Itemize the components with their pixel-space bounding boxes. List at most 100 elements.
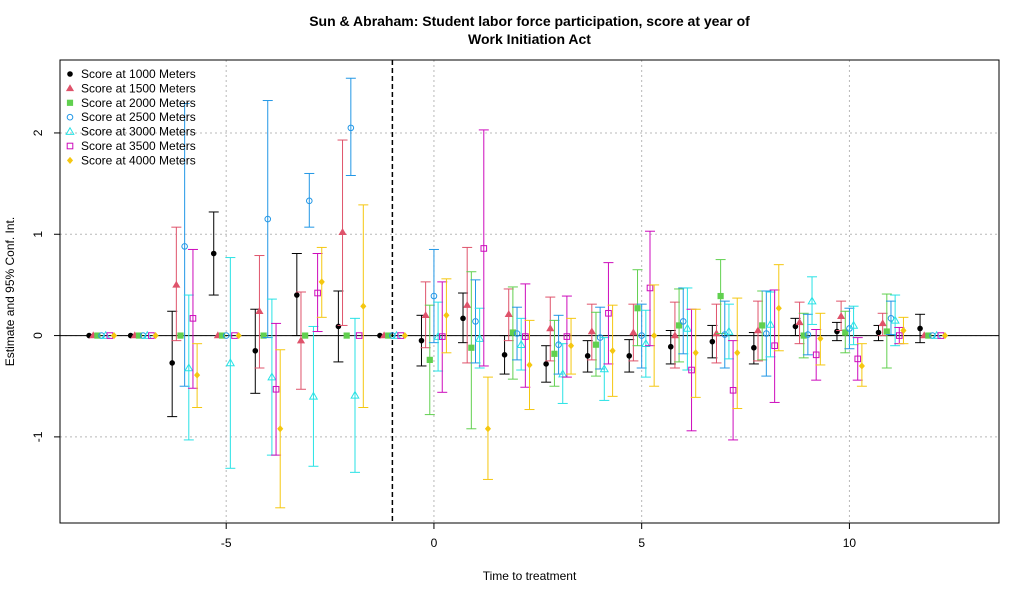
data-point: [513, 330, 521, 337]
legend-item: Score at 3000 Meters: [65, 125, 196, 139]
data-point: [401, 332, 408, 340]
data-point: [765, 319, 776, 328]
data-point: [509, 329, 516, 336]
data-point: [592, 341, 600, 348]
legend-item: Score at 1500 Meters: [65, 81, 196, 95]
data-point: [501, 352, 508, 358]
legend-label: Score at 2000 Meters: [81, 96, 196, 110]
data-point: [546, 324, 555, 332]
data-point: [460, 315, 466, 322]
data-point: [609, 347, 616, 355]
data-point: [526, 361, 533, 369]
data-point: [634, 305, 641, 312]
data-point: [355, 332, 363, 339]
data-point: [925, 332, 932, 339]
data-point: [878, 319, 887, 327]
data-point: [101, 330, 111, 339]
y-axis-label: Estimate and 95% Conf. Int.: [3, 217, 17, 366]
legend-item: Score at 2000 Meters: [66, 96, 196, 110]
data-point: [484, 425, 492, 433]
data-point: [468, 344, 475, 351]
series-layer: [86, 77, 949, 509]
data-point: [255, 307, 264, 314]
y-tick-label: 1: [31, 231, 45, 238]
data-point: [584, 353, 591, 359]
data-point: [629, 328, 638, 336]
data-point: [638, 332, 645, 339]
axes: -5 0 5 10 -1 0 1 2: [31, 129, 856, 550]
data-point: [883, 328, 890, 335]
chart-title-line-1: Sun & Abraham: Student labor force parti…: [309, 13, 750, 29]
data-point: [670, 331, 679, 339]
data-point: [210, 250, 217, 257]
data-point: [717, 292, 724, 300]
x-tick-label: 5: [638, 536, 645, 550]
data-point: [729, 386, 737, 394]
data-point: [169, 360, 175, 366]
data-point: [854, 355, 862, 363]
data-point: [771, 342, 778, 350]
legend-marker: [66, 142, 74, 150]
data-point: [890, 315, 900, 324]
data-point: [152, 332, 159, 340]
data-point: [587, 327, 596, 335]
data-point: [184, 363, 194, 372]
data-point: [318, 278, 325, 286]
legend-label: Score at 4000 Meters: [81, 153, 196, 167]
data-point: [692, 349, 699, 357]
data-point: [264, 215, 272, 223]
data-point: [551, 350, 558, 357]
data-point: [679, 318, 687, 325]
data-point: [472, 318, 479, 325]
x-axis-label: Time to treatment: [483, 569, 577, 583]
data-point: [724, 326, 734, 335]
data-point: [775, 304, 782, 312]
data-point: [302, 332, 309, 339]
data-point: [599, 364, 609, 373]
legend-marker: [67, 71, 73, 77]
data-point: [734, 349, 741, 357]
data-point: [474, 333, 485, 342]
data-point: [932, 330, 942, 339]
series-3: [94, 259, 932, 430]
data-point: [252, 347, 259, 354]
x-tick-label: 10: [843, 536, 857, 550]
legend-label: Score at 1500 Meters: [81, 81, 196, 95]
legend-label: Score at 2500 Meters: [81, 110, 196, 124]
legend-marker: [66, 156, 74, 164]
data-point: [567, 342, 575, 350]
data-point: [296, 336, 306, 344]
data-point: [314, 289, 321, 297]
data-point: [260, 332, 267, 339]
data-point: [142, 330, 152, 339]
data-point: [172, 280, 181, 288]
data-point: [305, 197, 313, 205]
data-point: [360, 302, 367, 310]
data-point: [347, 124, 355, 132]
data-point: [430, 292, 438, 300]
legend-item: Score at 4000 Meters: [66, 153, 196, 167]
x-tick-label: -5: [221, 536, 232, 550]
data-point: [875, 329, 882, 336]
legend-marker: [66, 99, 74, 106]
data-point: [667, 343, 674, 350]
data-point: [688, 366, 695, 374]
data-point: [812, 351, 820, 359]
data-point: [463, 300, 472, 308]
legend-item: Score at 3500 Meters: [66, 139, 196, 153]
data-point: [522, 333, 529, 340]
data-point: [848, 320, 859, 329]
data-point: [900, 326, 907, 335]
series-1: [86, 211, 926, 418]
x-tick-label: 0: [431, 536, 438, 550]
data-point: [759, 322, 766, 329]
legend-label: Score at 3000 Meters: [81, 125, 196, 139]
chart-title-line-2: Work Initiation Act: [468, 31, 591, 47]
data-point: [555, 341, 562, 348]
legend-label: Score at 1000 Meters: [81, 67, 196, 81]
data-point: [335, 323, 342, 330]
